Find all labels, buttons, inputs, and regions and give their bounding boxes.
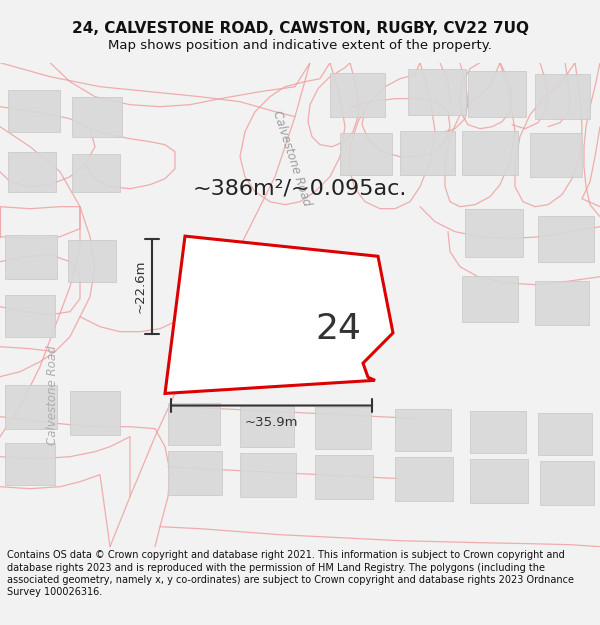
- Bar: [535, 74, 590, 119]
- Bar: [395, 457, 453, 501]
- Text: Map shows position and indicative extent of the property.: Map shows position and indicative extent…: [108, 39, 492, 51]
- Bar: [240, 405, 294, 447]
- Bar: [538, 412, 592, 455]
- Bar: [5, 384, 57, 429]
- Text: ~386m²/~0.095ac.: ~386m²/~0.095ac.: [193, 179, 407, 199]
- Bar: [315, 455, 373, 499]
- Bar: [395, 409, 451, 451]
- Bar: [315, 407, 371, 449]
- Bar: [70, 391, 120, 435]
- Bar: [72, 154, 120, 192]
- Bar: [168, 451, 222, 495]
- Bar: [468, 71, 526, 117]
- Bar: [538, 216, 594, 262]
- Bar: [540, 461, 594, 505]
- Text: 24, CALVESTONE ROAD, CAWSTON, RUGBY, CV22 7UQ: 24, CALVESTONE ROAD, CAWSTON, RUGBY, CV2…: [71, 21, 529, 36]
- Text: 24: 24: [315, 312, 361, 346]
- Bar: [5, 294, 55, 337]
- Bar: [470, 411, 526, 452]
- Text: Calvestone Road: Calvestone Road: [46, 346, 59, 445]
- Bar: [462, 131, 518, 174]
- Bar: [68, 239, 116, 282]
- Bar: [240, 452, 296, 497]
- Bar: [340, 132, 392, 174]
- Bar: [465, 209, 523, 257]
- Bar: [470, 459, 528, 503]
- Bar: [5, 442, 55, 485]
- Text: Contains OS data © Crown copyright and database right 2021. This information is : Contains OS data © Crown copyright and d…: [7, 550, 574, 598]
- Bar: [408, 69, 466, 115]
- Text: ~35.9m: ~35.9m: [245, 416, 298, 429]
- Text: Calvestone Road: Calvestone Road: [271, 109, 314, 208]
- Bar: [530, 132, 582, 177]
- Text: ~22.6m: ~22.6m: [134, 260, 147, 313]
- Bar: [330, 72, 385, 117]
- Bar: [462, 276, 518, 322]
- Bar: [8, 89, 60, 132]
- Bar: [72, 97, 122, 137]
- Bar: [8, 152, 56, 192]
- Bar: [5, 234, 57, 279]
- Bar: [400, 131, 455, 174]
- Polygon shape: [165, 236, 393, 393]
- Bar: [168, 402, 220, 445]
- Bar: [535, 281, 589, 325]
